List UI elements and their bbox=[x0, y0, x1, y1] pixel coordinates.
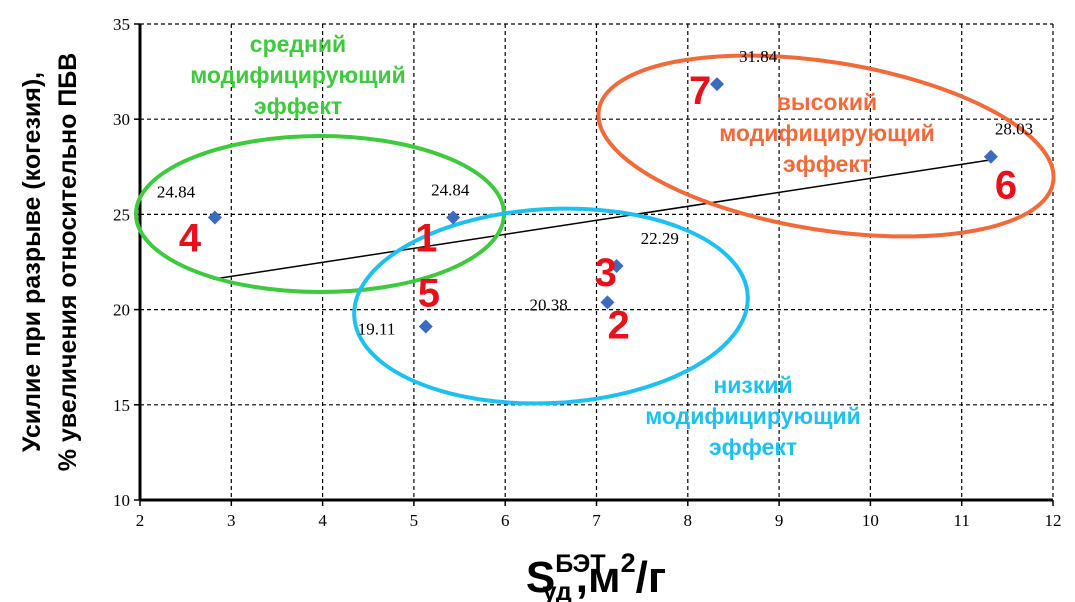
point-marker bbox=[446, 210, 461, 225]
x-tick-label: 8 bbox=[684, 511, 693, 530]
x-axis-label-end: /г bbox=[636, 553, 667, 602]
annotation-high-line: высокий bbox=[777, 89, 877, 115]
y-axis-label: Усилие при разрыве (когезия), % увеличен… bbox=[18, 53, 82, 472]
point-marker bbox=[710, 77, 725, 92]
point-value-label: 19.11 bbox=[358, 320, 396, 339]
annotation-low-line: низкий bbox=[713, 372, 792, 398]
ellipse-high bbox=[596, 53, 1056, 239]
y-tick-label: 10 bbox=[113, 491, 130, 510]
point-value-label: 31.84 bbox=[739, 47, 778, 66]
axes bbox=[134, 23, 1054, 506]
trend-line bbox=[212, 159, 990, 280]
point-marker bbox=[207, 210, 222, 225]
point-value-label: 24.84 bbox=[431, 180, 470, 199]
x-axis-label: SБЭТ уд,м2/г bbox=[526, 548, 666, 602]
data-points: 24.84 1 20.38 2 22.29 3 24.84 4 19.11 5 28.03 6 31.8… bbox=[157, 47, 1033, 347]
y-axis-label-line1: Усилие при разрыве (когезия), bbox=[18, 72, 46, 452]
x-axis-label-sup: БЭТ bbox=[555, 550, 605, 578]
y-tick-label: 25 bbox=[113, 205, 130, 224]
annotation-medium-line: модифицирующий bbox=[190, 62, 406, 88]
point-number-label: 4 bbox=[179, 216, 202, 260]
x-tick-label: 4 bbox=[318, 511, 327, 530]
annotation-low-line: эффект bbox=[709, 434, 797, 460]
point-number-label: 3 bbox=[595, 251, 617, 295]
x-tick-label: 5 bbox=[410, 511, 419, 530]
y-tick-label: 20 bbox=[113, 301, 130, 320]
ellipse-low bbox=[352, 206, 750, 406]
point-marker bbox=[609, 258, 624, 273]
point-value-label: 28.03 bbox=[995, 120, 1033, 139]
annotation-low-line: модифицирующий bbox=[645, 403, 861, 429]
point-value-label: 24.84 bbox=[157, 182, 196, 201]
group-annotations: средний модифицирующий эффект высокий модифи… bbox=[190, 31, 935, 460]
annotation-high-line: эффект bbox=[783, 151, 871, 177]
point-marker bbox=[418, 319, 433, 334]
annotation-medium-line: средний bbox=[250, 31, 346, 57]
x-tick-label: 3 bbox=[227, 511, 236, 530]
x-tick-label: 2 bbox=[136, 511, 145, 530]
annotation-medium-line: эффект bbox=[254, 93, 342, 119]
point-value-label: 22.29 bbox=[641, 229, 679, 248]
point-number-label: 1 bbox=[415, 216, 437, 260]
x-axis-label-unit: ,м bbox=[576, 553, 621, 602]
y-tick-label: 35 bbox=[113, 15, 130, 34]
point-value-label: 20.38 bbox=[529, 295, 567, 314]
x-tick-label: 7 bbox=[592, 511, 601, 530]
x-tick-label: 12 bbox=[1045, 511, 1062, 530]
group-ellipses bbox=[134, 53, 1056, 406]
point-number-label: 5 bbox=[418, 272, 440, 316]
x-tick-label: 11 bbox=[954, 511, 970, 530]
point-number-label: 6 bbox=[995, 164, 1017, 208]
x-tick-label: 10 bbox=[862, 511, 879, 530]
trend-line-group bbox=[212, 159, 990, 280]
point-number-label: 2 bbox=[607, 303, 629, 347]
point-number-label: 7 bbox=[689, 69, 711, 113]
y-tick-label: 15 bbox=[113, 396, 130, 415]
y-axis-label-line2: % увеличения относительно ПБВ bbox=[54, 53, 82, 472]
point-marker bbox=[600, 295, 615, 310]
point-marker bbox=[983, 149, 998, 164]
x-axis-label-base: S bbox=[526, 553, 555, 602]
annotation-high-line: модифицирующий bbox=[719, 120, 935, 146]
x-axis-label-sup2: 2 bbox=[621, 548, 636, 578]
x-tick-label: 6 bbox=[501, 511, 510, 530]
y-tick-label: 30 bbox=[113, 110, 130, 129]
x-axis-label-sub: уд bbox=[543, 578, 572, 602]
x-tick-label: 9 bbox=[775, 511, 784, 530]
